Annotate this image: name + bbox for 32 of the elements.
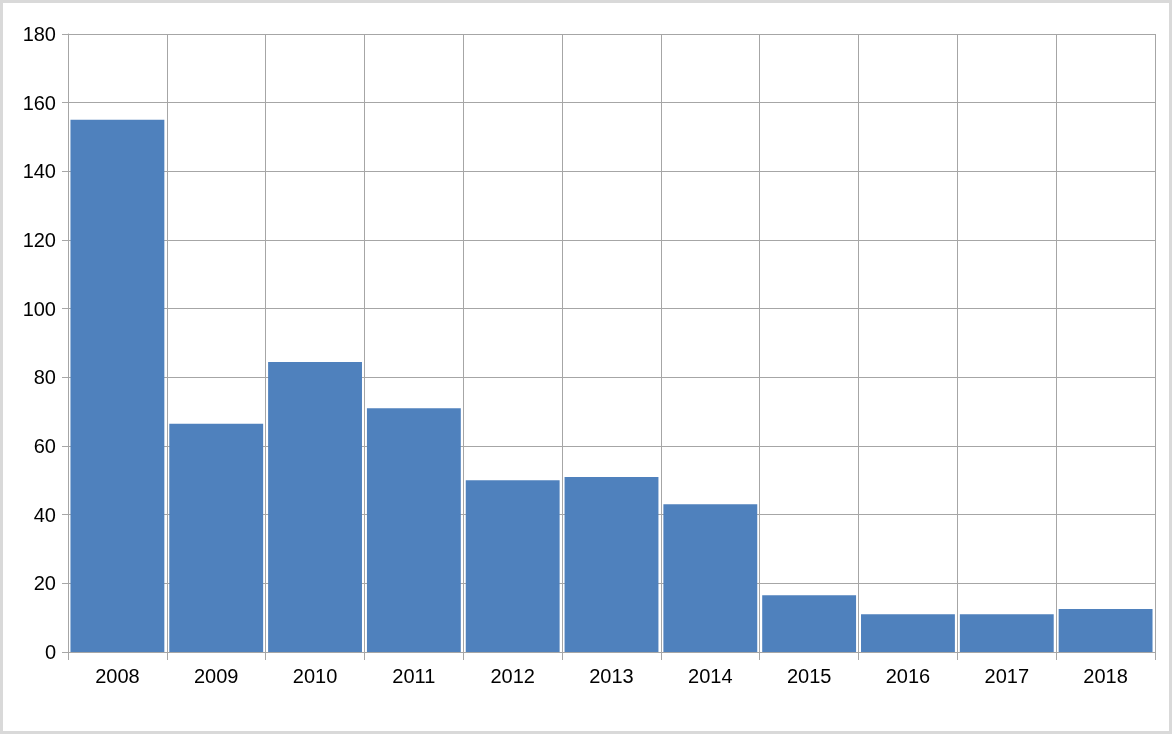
bar — [366, 408, 461, 652]
y-tick-label: 60 — [33, 435, 56, 457]
y-tick-label: 20 — [33, 572, 56, 595]
y-tick-label: 0 — [44, 641, 56, 663]
bar — [861, 614, 955, 652]
x-tick-label: 2011 — [392, 665, 436, 687]
y-tick-label: 80 — [33, 366, 56, 389]
bar — [564, 476, 659, 652]
x-tick-label: 2017 — [984, 665, 1030, 687]
bar — [268, 361, 362, 652]
bar — [169, 423, 264, 652]
y-tick-label: 120 — [22, 229, 56, 251]
x-tick-label: 2010 — [292, 665, 338, 687]
x-tick-label: 2008 — [95, 665, 140, 687]
bar — [959, 614, 1054, 652]
x-tick-label: 2014 — [688, 665, 733, 687]
bar — [762, 595, 857, 652]
x-tick-label: 2009 — [193, 665, 239, 687]
y-tick-label: 160 — [22, 91, 56, 114]
bar — [70, 119, 165, 652]
y-tick-label: 180 — [22, 23, 56, 45]
x-tick-label: 2012 — [490, 665, 535, 687]
y-tick-label: 140 — [22, 160, 56, 183]
bar — [465, 480, 560, 652]
y-tick-label: 100 — [22, 297, 56, 320]
bar — [1058, 609, 1153, 652]
bar — [663, 504, 758, 652]
x-tick-label: 2013 — [589, 665, 634, 687]
x-tick-label: 2015 — [786, 665, 832, 687]
y-tick-label: 40 — [33, 503, 56, 526]
x-tick-label: 2016 — [885, 665, 931, 687]
x-tick-label: 2018 — [1083, 665, 1128, 687]
